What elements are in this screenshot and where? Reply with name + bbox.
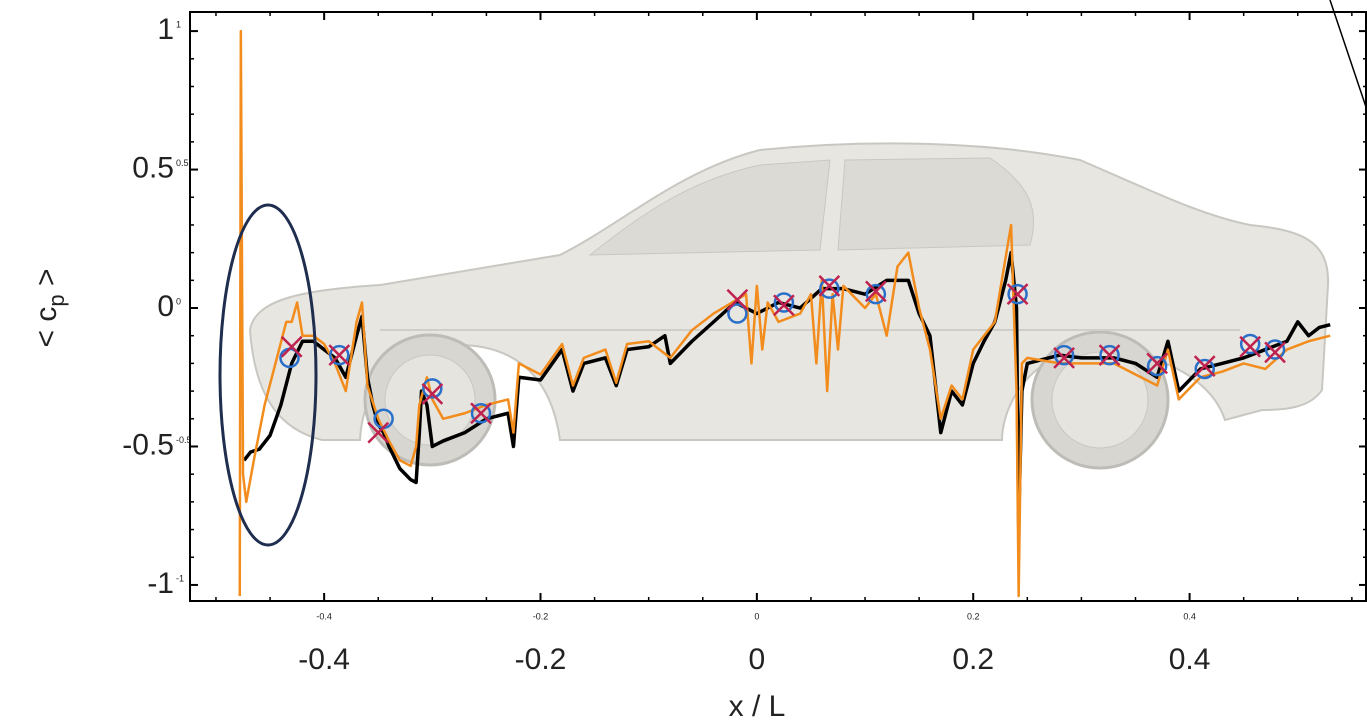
marker-cross (280, 335, 303, 358)
marker-circle (1099, 344, 1120, 366)
x-tick-label-small: 0.2 (967, 611, 980, 621)
x-tick-label-small: 0.4 (1183, 611, 1196, 621)
marker-cross (367, 421, 390, 444)
x-tick-label-small: -0.2 (533, 611, 549, 621)
marker-circle (329, 344, 350, 366)
y-tick-label: 1 (157, 13, 174, 46)
marker-cross (773, 294, 795, 317)
x-tick-label: 0.4 (1169, 643, 1211, 676)
x-tick-label-small: -0.4 (316, 611, 332, 621)
series-line (238, 29, 1331, 598)
x-tick-label: 0 (749, 643, 766, 676)
x-tick-label: 0.2 (952, 643, 994, 676)
marker-cross (1053, 346, 1075, 369)
marker-circle (1146, 355, 1168, 377)
x-tick-label-small: 0 (754, 611, 759, 621)
y-tick-label: 0.5 (132, 151, 174, 184)
marker-cross (1239, 335, 1262, 358)
y-axis-label-sub: p (44, 294, 69, 306)
marker-cross (1264, 341, 1286, 364)
y-axis-label-end: > (30, 269, 63, 295)
y-tick-label: -0.5 (122, 428, 174, 461)
marker-circle (1264, 339, 1286, 360)
marker-cross (864, 280, 887, 303)
marker-circle (773, 292, 795, 313)
x-tick-label: -0.2 (515, 643, 567, 676)
marker-cross (726, 288, 749, 311)
y-tick-label-small: 1 (176, 19, 181, 29)
pointer-line (1329, 0, 1367, 111)
marker-circle (865, 283, 887, 305)
marker-circle (422, 378, 443, 399)
marker-cross (1006, 283, 1029, 306)
y-tick-label-small: -0.5 (176, 435, 192, 445)
marker-circle (727, 303, 748, 324)
marker-circle (1239, 333, 1261, 355)
y-tick-label-small: 0 (176, 296, 181, 306)
y-axis-label-main: < c (30, 307, 63, 348)
y-tick-label: 0 (157, 290, 174, 323)
marker-circle (819, 278, 840, 299)
marker-cross (1098, 344, 1121, 366)
plot-frame (189, 11, 1367, 602)
highlight-ellipse (218, 203, 318, 547)
marker-cross (470, 402, 492, 425)
marker-cross (818, 274, 841, 297)
marker-circle (1194, 358, 1215, 380)
marker-cross (421, 382, 444, 405)
marker-cross (328, 344, 351, 366)
marker-cross (1193, 355, 1216, 378)
y-tick-label-small: 0.5 (176, 158, 189, 168)
x-axis-label: x / L (729, 690, 786, 723)
y-axis-label: < cp > (30, 269, 69, 348)
marker-circle (1053, 344, 1075, 366)
marker-cross (1146, 352, 1169, 375)
car-background (248, 142, 1330, 470)
y-tick-label-small: -1 (176, 573, 184, 583)
y-tick-label: -1 (147, 567, 174, 600)
marker-circle (1007, 283, 1028, 305)
plot-area (238, 29, 1331, 598)
marker-circle (470, 403, 492, 424)
x-tick-label: -0.4 (298, 643, 350, 676)
